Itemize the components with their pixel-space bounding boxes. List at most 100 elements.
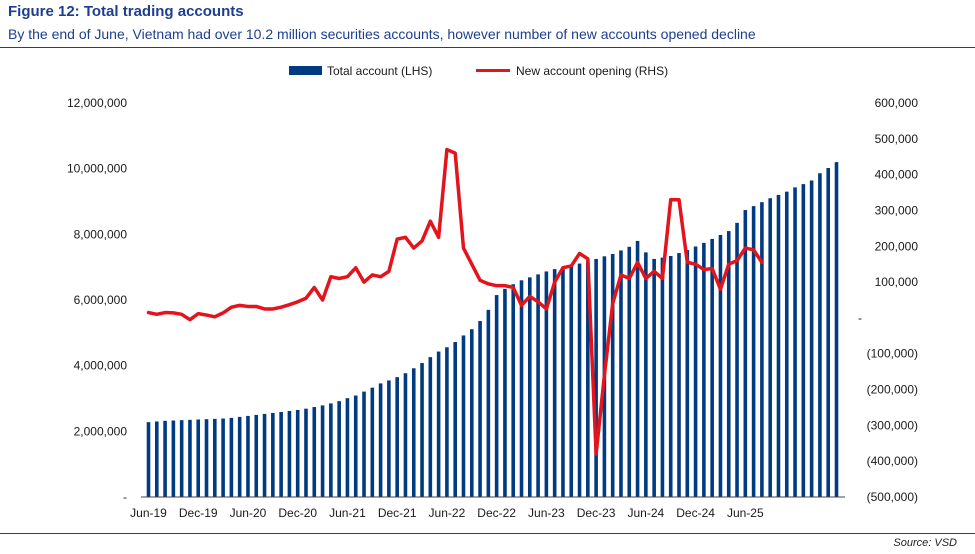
bar-total-account <box>279 411 283 497</box>
bar-total-account <box>362 391 366 497</box>
bar-total-account <box>237 416 242 497</box>
bar-total-account <box>188 419 192 497</box>
bar-total-account <box>494 295 499 497</box>
right-tick-label: (300,000) <box>867 418 918 432</box>
bar-total-account <box>743 210 748 498</box>
bar-total-account <box>329 403 333 497</box>
bar-total-account <box>685 250 690 497</box>
bar-total-account <box>784 191 789 497</box>
right-tick-label: (100,000) <box>867 347 918 361</box>
right-tick-label: 400,000 <box>875 168 919 182</box>
x-tick-label: Dec-21 <box>378 506 417 520</box>
right-tick-label: (200,000) <box>867 383 918 397</box>
bar-total-account <box>793 187 797 497</box>
bar-total-account <box>478 321 482 497</box>
x-tick-label: Jun-20 <box>230 506 267 520</box>
chart-title: Figure 12: Total trading accounts <box>8 3 244 20</box>
source-note: Source: VSD <box>893 537 957 549</box>
bar-total-account <box>445 347 449 497</box>
bar-total-account <box>295 409 300 497</box>
x-tick-label: Dec-19 <box>179 506 218 520</box>
bar-total-account <box>552 269 557 497</box>
bar-total-account <box>809 180 814 498</box>
bar-total-account <box>420 363 424 497</box>
bar-total-account <box>254 414 259 497</box>
left-tick-label: 4,000,000 <box>74 359 128 373</box>
bar-total-account <box>337 401 341 497</box>
bar-total-account <box>262 413 267 497</box>
bar-total-account <box>718 234 723 498</box>
right-tick-label: 500,000 <box>875 132 919 146</box>
bar-total-account <box>710 238 714 497</box>
bar-total-account <box>196 419 201 497</box>
bar-total-account <box>221 418 225 497</box>
right-tick-label: 600,000 <box>875 96 919 110</box>
bar-total-account <box>652 258 656 497</box>
right-tick-label: - <box>858 311 862 325</box>
bar-total-account <box>644 252 648 497</box>
bar-total-account <box>320 405 325 497</box>
x-axis: Jun-19 Dec-19 Jun-20 Dec-20 Jun-21 Dec-21 Jun-… <box>130 506 764 520</box>
left-tick-label: 10,000,000 <box>67 162 127 176</box>
bar-total-account <box>246 415 250 497</box>
bar-total-account <box>818 173 822 497</box>
x-tick-label: Jun-25 <box>727 506 764 520</box>
bar-total-account <box>213 418 217 497</box>
bar-total-account <box>387 380 391 497</box>
bar-total-account <box>503 288 507 497</box>
bar-total-account <box>353 395 358 497</box>
bar-total-account <box>312 407 317 497</box>
bar-total-account <box>163 420 167 497</box>
bar-total-account <box>660 257 665 497</box>
bar-total-account <box>594 258 598 497</box>
chart-subtitle: By the end of June, Vietnam had over 10.… <box>8 26 756 42</box>
left-tick-label: 8,000,000 <box>74 227 128 241</box>
x-tick-label: Dec-20 <box>278 506 317 520</box>
x-tick-label: Jun-21 <box>329 506 366 520</box>
bar-total-account <box>287 410 292 497</box>
bar-total-account <box>536 274 540 497</box>
x-tick-label: Dec-24 <box>676 506 715 520</box>
bar-total-account <box>528 277 532 497</box>
x-tick-label: Jun-22 <box>429 506 466 520</box>
bar-total-account <box>436 351 441 497</box>
new-account-line <box>146 147 764 456</box>
bar-total-account <box>726 231 731 498</box>
bar-total-account <box>395 377 399 497</box>
bar-total-account <box>370 387 375 497</box>
left-tick-label: 12,000,000 <box>67 96 127 110</box>
left-tick-label: - <box>123 490 127 504</box>
bar-total-account <box>486 309 491 497</box>
bar-total-account <box>171 420 176 497</box>
x-tick-label: Jun-24 <box>627 506 664 520</box>
bar-total-account <box>453 342 457 497</box>
x-tick-label: Dec-22 <box>477 506 516 520</box>
bar-total-account <box>304 408 308 497</box>
left-axis: - 2,000,000 4,000,000 6,000,000 8,000,000 10,… <box>67 96 127 504</box>
bar-total-account <box>760 202 764 497</box>
right-tick-label: 300,000 <box>875 203 919 217</box>
bar-total-account <box>834 162 839 497</box>
bar-total-account <box>271 412 275 497</box>
bar-total-account <box>403 373 408 497</box>
right-axis: (500,000) (400,000) (300,000) (200,000) (100… <box>858 96 918 504</box>
bar-total-account <box>544 271 549 497</box>
bar-total-account <box>179 420 184 497</box>
bar-total-account <box>776 194 781 497</box>
bar-total-account <box>751 206 756 497</box>
bar-total-account <box>561 267 565 497</box>
bar-total-account <box>735 222 739 497</box>
bar-total-account <box>519 280 524 497</box>
bar-total-account <box>668 256 673 497</box>
legend-line-label: New account opening (RHS) <box>516 64 668 78</box>
bar-total-account <box>627 246 632 497</box>
right-tick-label: 100,000 <box>875 275 919 289</box>
x-tick-label: Jun-19 <box>130 506 167 520</box>
bar-total-account <box>345 398 350 497</box>
bar-total-account <box>586 261 590 497</box>
bar-total-account <box>469 329 474 497</box>
bar-total-account <box>702 242 706 497</box>
footer-rule <box>0 533 975 534</box>
header-rule <box>0 47 975 48</box>
